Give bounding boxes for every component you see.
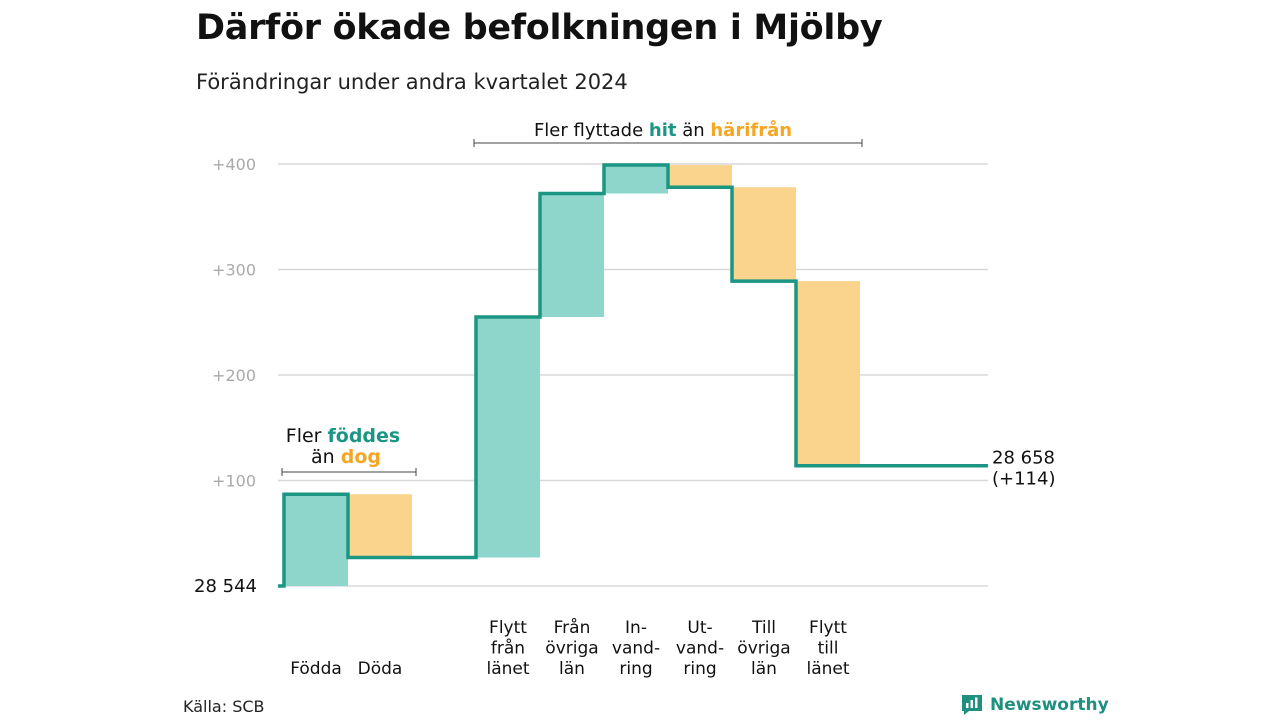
category-label: län [559,659,585,679]
y-tick-label: +100 [212,472,256,491]
category-label: övriga [545,639,598,659]
waterfall-bar [476,316,540,558]
category-label: län [751,659,777,679]
category-label: vand- [676,639,724,659]
category-label: övriga [737,639,790,659]
waterfall-bar [604,165,668,194]
brand-name: Newsworthy [990,695,1109,715]
start-value-label: 28 544 [194,576,257,597]
y-tick-label: +300 [212,261,256,280]
migration-bracket [473,139,863,147]
category-label: till [818,639,839,659]
births-annotation-prefix: Fler [286,425,328,447]
births-bracket [281,468,417,476]
category-label: länet [486,659,529,679]
brand-logo: Newsworthy [960,693,1109,717]
y-tick-label: +400 [212,155,256,174]
end-value-label: 28 658 [992,448,1055,469]
migration-annotation-teal: hit [649,120,677,141]
waterfall-bar [284,494,348,586]
births-annotation-orange: dog [341,446,381,468]
end-change-label: (+114) [992,469,1055,490]
y-tick-label: +200 [212,366,256,385]
source-note: Källa: SCB [183,697,265,716]
waterfall-bar [348,494,412,558]
category-label: Ut- [687,618,712,638]
category-label: In- [625,618,647,638]
waterfall-bar [540,193,604,317]
category-label: Döda [358,659,403,679]
cumulative-step-line [278,163,988,588]
waterfall-bar [732,187,796,282]
page-subtitle: Förändringar under andra kvartalet 2024 [196,70,628,94]
category-label: Från [554,617,591,638]
category-label: Till [751,618,776,638]
waterfall-bar [796,281,860,466]
migration-annotation-orange: härifrån [710,119,792,141]
births-annotation-line1: Fler föddes [286,425,400,447]
category-label: ring [619,659,652,679]
category-label: Flytt [809,618,847,638]
category-label: vand- [612,639,660,659]
migration-annotation-middle: än [676,120,710,141]
category-label: ring [683,659,716,679]
waterfall-bar [668,165,732,188]
migration-annotation: Fler flyttade hit än härifrån [534,119,792,141]
page-title: Därför ökade befolkningen i Mjölby [196,8,883,48]
migration-annotation-prefix: Fler flyttade [534,120,649,141]
births-annotation-line2: än dog [311,446,381,468]
category-label: länet [806,659,849,679]
births-annotation-prefix2: än [311,446,341,468]
category-label: från [491,638,525,659]
category-label: Födda [290,659,342,679]
newsworthy-logo-icon [962,695,982,715]
births-annotation-teal: föddes [328,425,401,447]
category-label: Flytt [489,618,527,638]
